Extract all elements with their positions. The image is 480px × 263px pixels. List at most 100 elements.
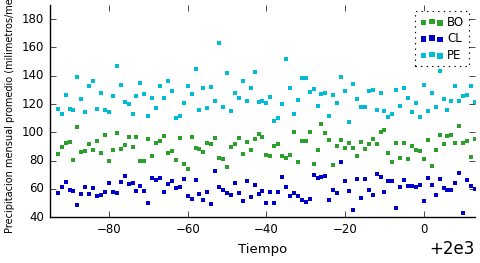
BO [286,153,294,157]
PE [302,76,310,80]
PE [416,114,424,119]
CL [412,184,420,189]
CL [440,186,447,190]
BO [436,133,444,138]
BO [282,155,290,160]
BO [188,135,195,139]
PE [231,91,239,95]
PE [393,88,400,92]
BO [204,141,211,145]
BO [137,159,144,163]
PE [227,108,235,113]
PE [70,108,77,112]
PE [211,99,219,103]
BO [160,134,168,138]
PE [377,91,384,95]
BO [243,139,251,144]
PE [243,99,251,104]
CL [196,192,204,196]
PE [66,107,73,111]
PE [314,104,322,108]
PE [463,93,471,98]
BO [259,135,266,139]
PE [357,105,365,109]
CL [365,188,372,192]
BO [467,155,475,159]
PE [310,87,317,91]
CL [400,178,408,182]
CL [329,188,337,192]
CL [141,189,148,194]
BO [290,130,298,134]
PE [141,92,148,97]
CL [424,176,432,180]
PE [334,101,341,105]
BO [263,153,270,157]
PE [369,88,376,92]
CL [247,195,254,200]
CL [345,189,353,193]
BO [207,142,215,146]
BO [168,149,176,153]
BO [223,165,231,169]
BO [164,150,172,155]
BO [231,142,239,146]
BO [235,136,243,140]
PE [404,95,412,100]
CL [121,174,129,179]
PE [420,83,428,87]
CL [66,188,73,192]
PE [318,92,325,96]
BO [345,141,353,145]
BO [78,150,85,154]
BO [270,144,278,149]
PE [432,105,440,109]
BO [266,154,274,158]
BO [184,167,192,171]
BO [428,164,435,168]
CL [93,194,101,198]
BO [373,142,381,146]
CL [452,181,459,185]
BO [101,133,109,137]
CL [78,192,85,196]
BO [381,128,388,132]
PE [365,89,372,93]
PE [219,105,227,109]
BO [227,144,235,149]
BO [408,144,416,149]
BO [471,137,479,141]
CL [290,191,298,195]
CL [463,178,471,182]
PE [164,79,172,83]
BO [384,151,392,155]
CL [235,191,243,196]
PE [424,109,432,113]
PE [373,108,381,112]
PE [93,107,101,111]
BO [93,138,101,143]
CL [337,160,345,164]
CL [294,194,302,199]
CL [334,191,341,195]
BO [54,151,61,156]
CL [456,171,463,175]
CL [125,182,132,186]
BO [302,139,310,143]
BO [152,141,160,145]
BO [247,147,254,151]
CL [444,188,451,192]
PE [247,86,254,90]
CL [188,197,195,201]
CL [160,190,168,194]
PE [384,115,392,119]
CL [85,192,93,196]
CL [318,175,325,180]
PE [58,112,66,117]
CL [168,179,176,183]
CL [381,190,388,194]
BO [180,162,188,166]
BO [432,148,440,152]
BO [132,135,140,139]
CL [54,191,61,195]
